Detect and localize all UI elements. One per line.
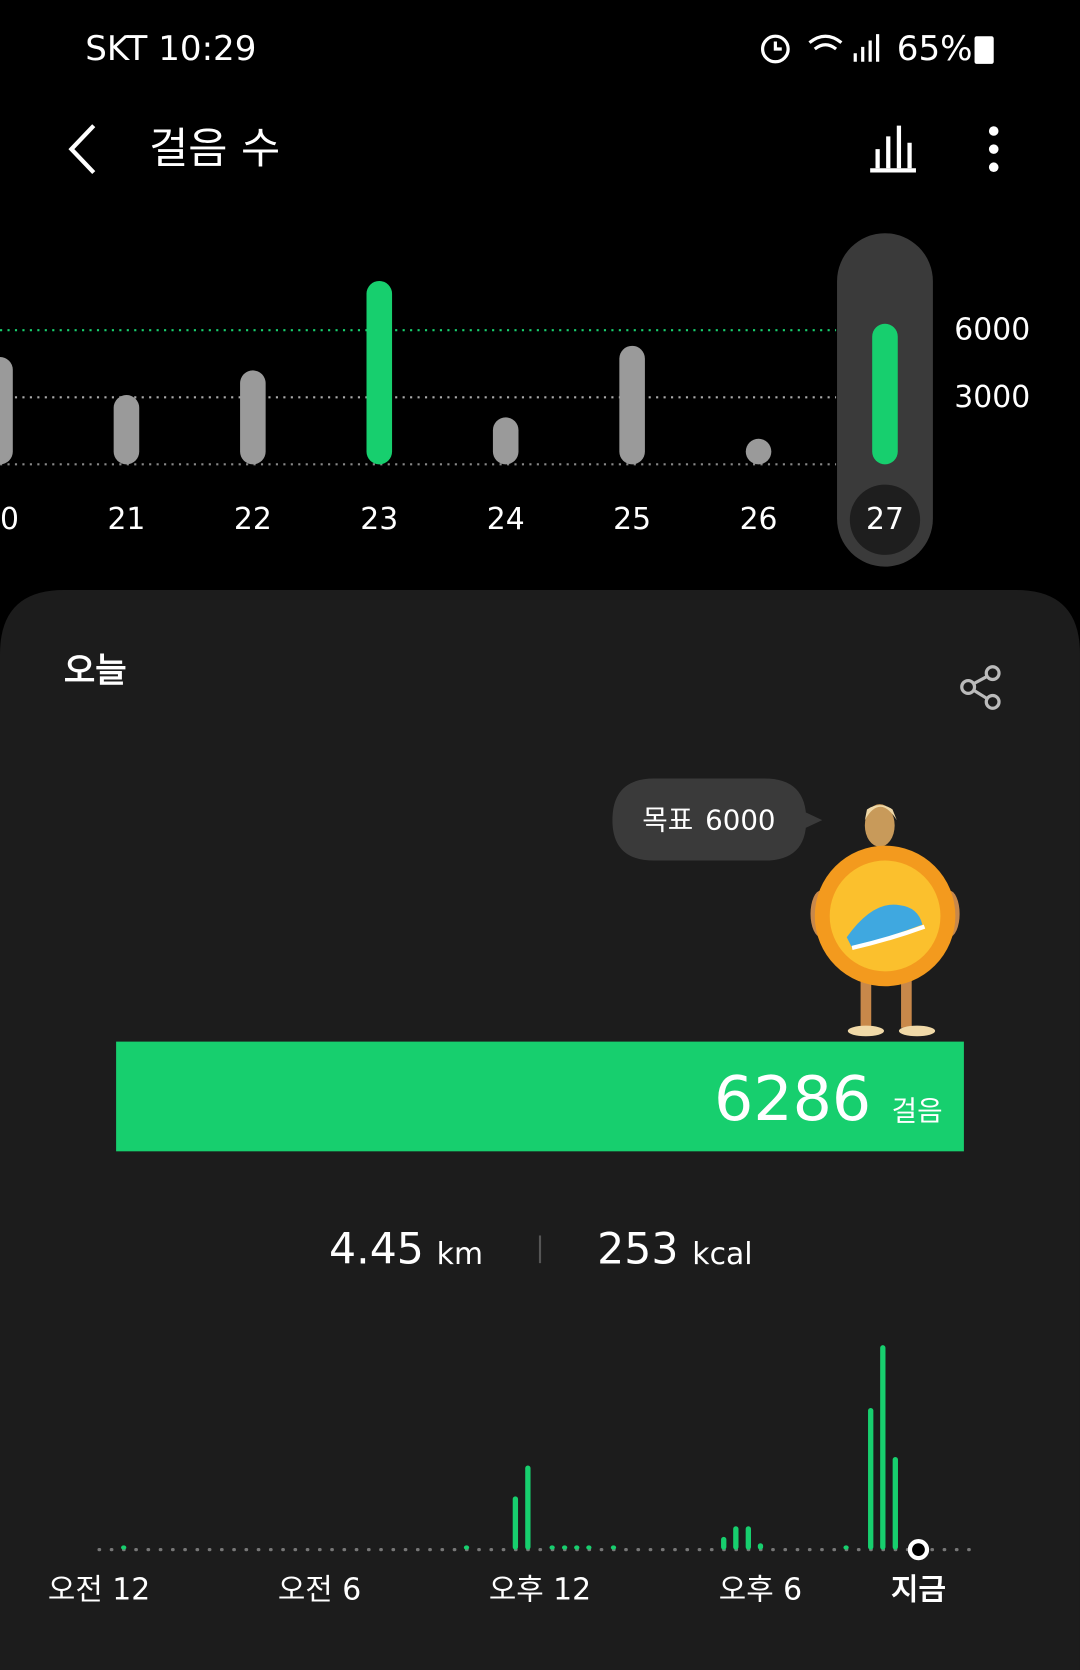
x-tick-label: 21 <box>107 502 145 537</box>
bar <box>610 1545 617 1550</box>
x-tick-label: 22 <box>234 502 272 537</box>
status-icons <box>760 34 880 64</box>
steps-value: 6286 <box>714 1063 871 1135</box>
battery-icon <box>974 36 994 64</box>
bar <box>619 345 645 465</box>
bar <box>872 323 898 465</box>
bar <box>892 1456 898 1550</box>
distance-value: 4.45 <box>329 1224 424 1274</box>
x-tick-label: 오후 12 <box>489 1573 591 1608</box>
bar <box>512 1496 519 1550</box>
bar <box>586 1545 592 1550</box>
distance-unit: km <box>437 1237 483 1272</box>
bar <box>492 417 519 465</box>
x-tick-label: 25 <box>613 502 651 537</box>
x-tick-label: 오전 12 <box>48 1573 150 1608</box>
x-tick-label: 26 <box>740 502 778 537</box>
bar <box>121 1545 127 1550</box>
goal-value: 6000 <box>705 804 775 837</box>
more-button[interactable] <box>988 126 999 173</box>
share-button[interactable] <box>960 665 1001 710</box>
x-tick-label: 오후 6 <box>719 1573 802 1608</box>
now-marker <box>907 1538 930 1561</box>
chart-view-button[interactable] <box>870 125 916 173</box>
calories-value: 253 <box>597 1224 678 1274</box>
steps-progress-bar <box>116 1041 964 1152</box>
back-button[interactable] <box>68 124 96 175</box>
card-title: 오늘 <box>64 651 127 691</box>
daily-chart: 3000 6000 20 21 22 23 24 25 26 27 <box>0 233 1030 567</box>
goal-bubble <box>612 778 823 861</box>
y-tick-label: 6000 <box>954 313 1030 348</box>
bar <box>721 1536 727 1550</box>
bar <box>745 438 772 465</box>
bar <box>240 370 266 465</box>
bar <box>733 1526 739 1550</box>
bar <box>113 395 140 465</box>
now-label: 지금 <box>891 1573 946 1608</box>
bar <box>574 1545 580 1550</box>
bar <box>745 1526 752 1550</box>
steps-unit: 걸음 <box>892 1094 943 1127</box>
x-tick-label: 20 <box>0 502 19 537</box>
x-tick-label: 23 <box>360 502 398 537</box>
bar <box>463 1545 470 1550</box>
bar <box>366 280 393 465</box>
goal-label: 목표 <box>642 804 693 837</box>
bar <box>880 1345 886 1550</box>
bar <box>561 1545 568 1550</box>
selected-day-circle <box>849 484 921 555</box>
header-title: 걸음 수 <box>149 124 280 174</box>
status-time: SKT 10:29 <box>85 29 256 69</box>
x-tick-label: 27 <box>866 502 904 537</box>
mascot <box>810 804 960 1037</box>
bar <box>843 1545 849 1550</box>
status-battery: 65% <box>897 29 973 69</box>
x-tick-label: 오전 6 <box>278 1573 361 1608</box>
y-tick-label: 3000 <box>954 380 1030 415</box>
bar <box>525 1465 531 1550</box>
bar <box>0 357 13 465</box>
x-tick-label: 24 <box>487 502 525 537</box>
hourly-chart: 오전 12 오전 6 오후 12 오후 6 지금 <box>48 1345 983 1608</box>
bar <box>549 1545 555 1550</box>
bar <box>757 1543 764 1550</box>
calories-unit: kcal <box>692 1237 752 1272</box>
bar <box>868 1407 874 1550</box>
